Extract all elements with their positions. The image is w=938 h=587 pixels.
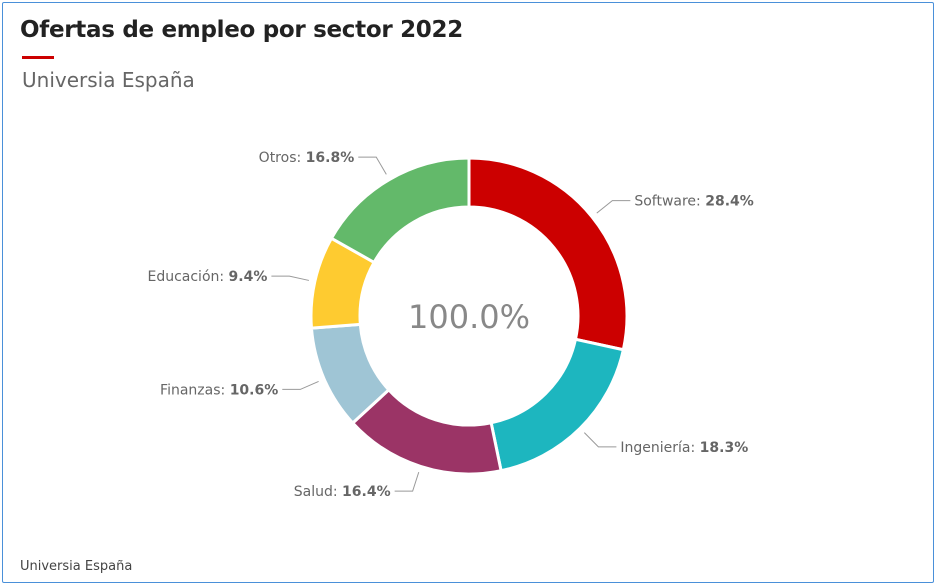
slice-label-salud: Salud: 16.4% bbox=[294, 484, 391, 500]
leader-line-otros bbox=[358, 156, 387, 175]
leader-line-ingenieria bbox=[583, 432, 617, 448]
slice-label-value: 18.3% bbox=[700, 440, 749, 456]
slice-label-name: Finanzas: bbox=[160, 382, 230, 398]
slice-label-value: 9.4% bbox=[229, 269, 268, 285]
slice-label-name: Otros: bbox=[259, 150, 306, 166]
slice-label-finanzas: Finanzas: 10.6% bbox=[160, 382, 278, 398]
leader-line-software bbox=[596, 200, 631, 214]
slice-label-value: 10.6% bbox=[230, 382, 279, 398]
chart-subtitle: Universia España bbox=[22, 68, 195, 92]
title-accent-rule bbox=[22, 56, 54, 59]
chart-title: Ofertas de empleo por sector 2022 bbox=[20, 17, 463, 43]
leader-line-educacion bbox=[271, 275, 310, 281]
donut-slices bbox=[309, 156, 629, 476]
leader-lines bbox=[271, 156, 631, 492]
source-note: Universia España bbox=[20, 559, 133, 574]
slice-label-name: Educación: bbox=[147, 269, 228, 285]
slice-label-educacion: Educación: 9.4% bbox=[147, 269, 267, 285]
slice-labels: Software: 28.4% Ingeniería: 18.3% Salud: 1… bbox=[147, 150, 753, 500]
leader-line-salud bbox=[394, 471, 420, 492]
slice-ingenieria bbox=[489, 337, 626, 473]
slice-label-name: Ingeniería: bbox=[620, 440, 699, 456]
slice-label-name: Salud: bbox=[294, 484, 342, 500]
slice-label-value: 28.4% bbox=[705, 194, 754, 210]
center-total-label: 100.0% bbox=[408, 298, 530, 336]
slice-label-name: Software: bbox=[634, 194, 705, 210]
slice-label-value: 16.8% bbox=[306, 150, 355, 166]
slice-label-ingenieria: Ingeniería: 18.3% bbox=[620, 440, 748, 456]
leader-line-finanzas bbox=[282, 380, 319, 390]
slice-label-value: 16.4% bbox=[342, 484, 391, 500]
slice-label-software: Software: 28.4% bbox=[634, 194, 753, 210]
slice-label-otros: Otros: 16.8% bbox=[259, 150, 355, 166]
slice-otros bbox=[329, 156, 471, 265]
